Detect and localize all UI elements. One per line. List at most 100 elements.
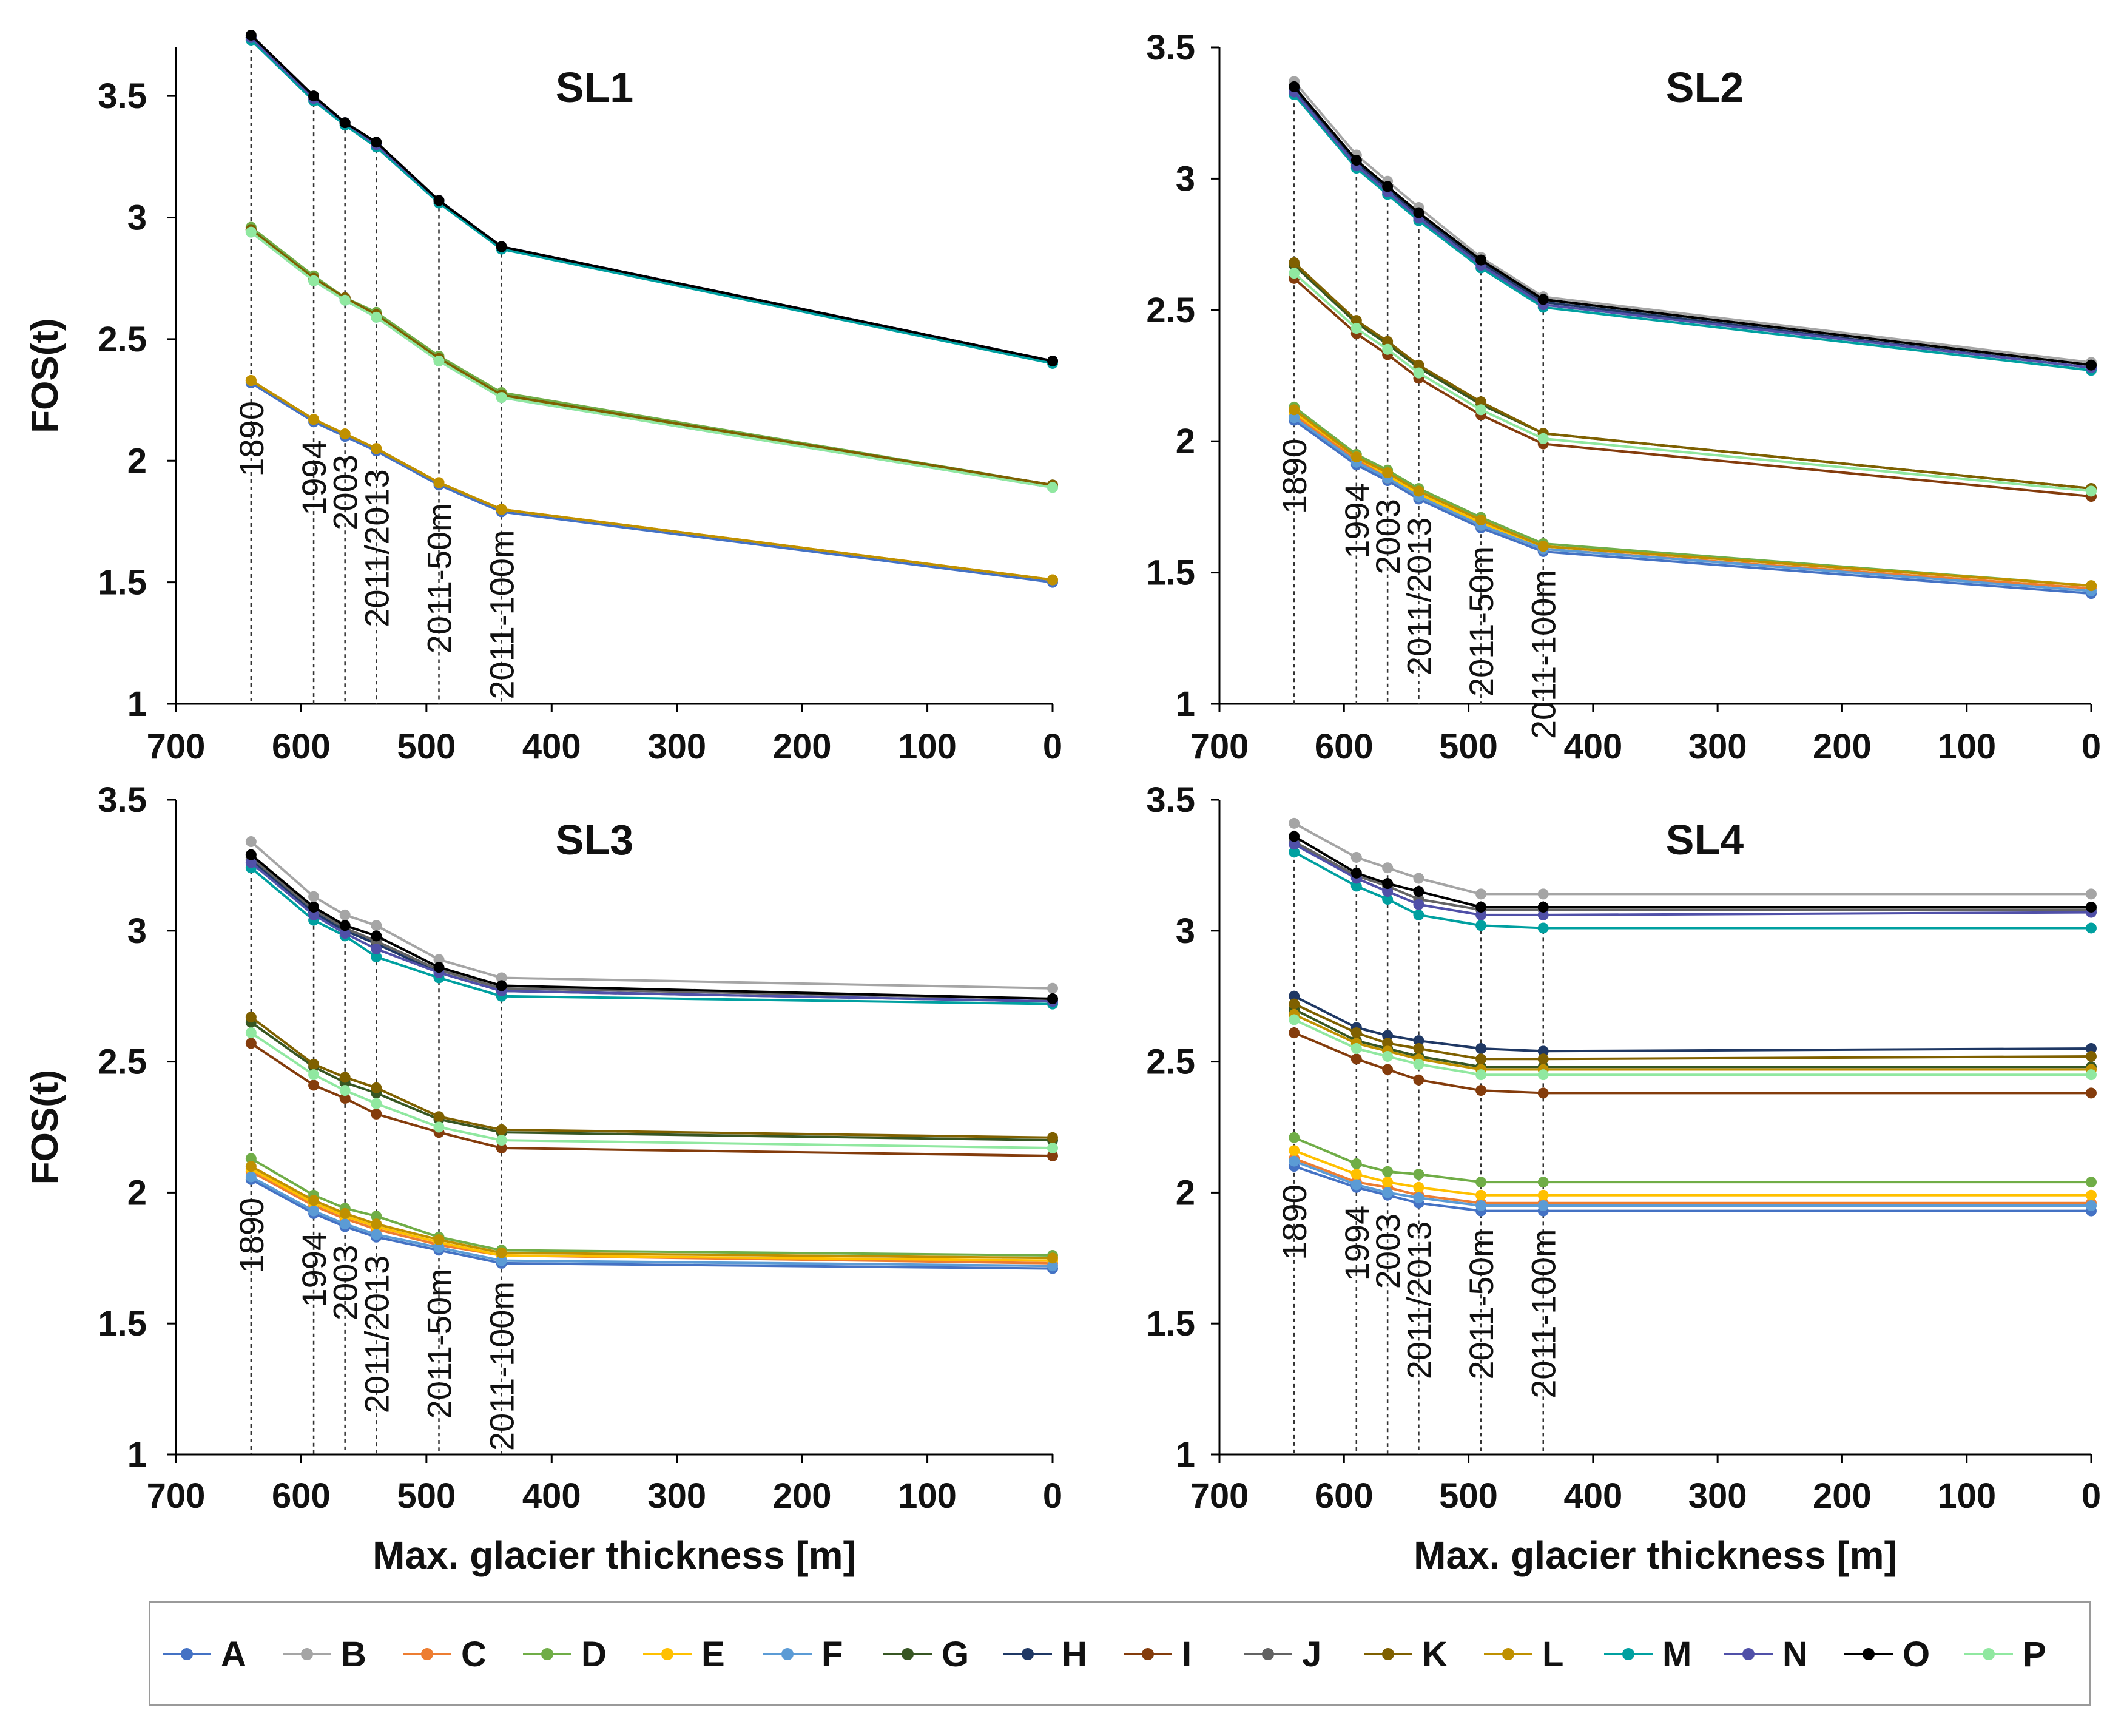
year-label: 2011/2013 <box>357 469 396 627</box>
data-point-L <box>1047 1252 1058 1264</box>
panel-title: SL2 <box>1666 64 1744 111</box>
data-point-O <box>371 930 382 942</box>
data-point-P <box>1382 1050 1394 1062</box>
x-axis-label: Max. glacier thickness [m] <box>373 1533 856 1577</box>
data-point-L <box>308 1195 320 1206</box>
data-point-B <box>1537 888 1549 900</box>
legend-swatch <box>1124 1648 1172 1660</box>
data-point-B <box>245 836 257 848</box>
x-tick-label: 200 <box>773 727 832 766</box>
data-point-N <box>1537 909 1549 920</box>
x-tick-label: 400 <box>522 1476 581 1516</box>
data-point-O <box>1047 993 1058 1005</box>
x-tick-label: 500 <box>1439 1476 1498 1516</box>
legend-label: B <box>341 1634 366 1674</box>
data-point-D <box>245 1153 257 1164</box>
legend-item-N: N <box>1724 1627 1808 1681</box>
data-point-L <box>1382 467 1394 479</box>
y-tick-label: 3 <box>1176 159 1195 198</box>
y-tick-label: 2 <box>1176 422 1195 461</box>
data-point-E <box>1382 1177 1394 1188</box>
data-point-L <box>1289 404 1300 416</box>
data-point-P <box>1350 1043 1362 1055</box>
data-point-B <box>496 972 507 984</box>
data-point-K <box>1413 359 1424 371</box>
series-line-B <box>250 840 1053 990</box>
x-tick-label: 400 <box>522 727 581 766</box>
year-label: 2011/2013 <box>357 1255 396 1414</box>
data-point-F <box>1475 1200 1487 1211</box>
year-label: 1994 <box>1338 1206 1376 1282</box>
data-point-K <box>433 1111 445 1123</box>
legend-swatch <box>643 1648 692 1660</box>
legend-item-G: G <box>883 1627 969 1681</box>
data-point-P <box>1475 1069 1487 1081</box>
data-point-P <box>371 1098 382 1109</box>
data-point-O <box>1537 294 1549 305</box>
data-point-O <box>2086 901 2097 913</box>
x-tick-label: 700 <box>1190 1476 1249 1516</box>
y-tick-label: 1.5 <box>98 563 147 603</box>
data-point-O <box>1382 878 1394 890</box>
data-point-O <box>1382 181 1394 192</box>
legend-swatch <box>1484 1648 1532 1660</box>
data-point-K <box>1382 1038 1394 1049</box>
data-point-F <box>1289 1155 1300 1167</box>
data-point-M <box>1475 920 1487 931</box>
data-point-P <box>245 1027 257 1039</box>
legend-label: L <box>1542 1634 1564 1674</box>
data-point-L <box>245 375 257 387</box>
data-point-M <box>1289 846 1300 858</box>
legend: A B C D E F G H I J K L M N O P <box>149 1601 2091 1706</box>
year-label: 2011-100m <box>483 530 521 699</box>
panel-title: SL3 <box>556 816 633 863</box>
x-tick-label: 100 <box>898 1476 957 1516</box>
data-point-M <box>1350 880 1362 892</box>
data-point-P <box>1350 323 1362 334</box>
data-point-P <box>1413 367 1424 379</box>
panel-title: SL1 <box>556 64 633 111</box>
legend-label: J <box>1302 1634 1322 1674</box>
data-point-N <box>308 909 320 920</box>
x-tick-label: 100 <box>1937 727 1996 766</box>
year-label: 1994 <box>1338 483 1376 559</box>
data-point-L <box>1413 485 1424 497</box>
x-tick-label: 0 <box>2082 727 2101 766</box>
data-point-I <box>1289 1027 1300 1039</box>
data-point-K <box>371 1082 382 1093</box>
year-label: 1890 <box>232 401 271 477</box>
x-tick-label: 0 <box>1043 727 1062 766</box>
legend-item-E: E <box>643 1627 725 1681</box>
data-point-O <box>496 241 507 252</box>
data-point-E <box>1289 1145 1300 1157</box>
data-point-L <box>1047 574 1058 586</box>
data-point-F <box>1537 1200 1549 1211</box>
data-point-P <box>245 226 257 238</box>
data-point-K <box>1475 1053 1487 1065</box>
data-point-N <box>1382 886 1394 897</box>
data-point-N <box>1413 899 1424 910</box>
data-point-K <box>245 1012 257 1023</box>
data-point-E <box>1413 1181 1424 1193</box>
data-point-P <box>1382 343 1394 355</box>
series-line-G <box>250 1021 1053 1142</box>
data-point-O <box>1350 155 1362 166</box>
series-line-I <box>1293 277 2092 498</box>
data-point-H <box>2086 1043 2097 1055</box>
data-point-H <box>1475 1043 1487 1055</box>
x-tick-label: 300 <box>1688 727 1747 766</box>
data-point-B <box>371 920 382 931</box>
data-point-L <box>245 1161 257 1172</box>
data-point-I <box>1350 1053 1362 1065</box>
legend-item-O: O <box>1844 1627 1930 1681</box>
legend-swatch <box>1003 1648 1052 1660</box>
y-tick-label: 3.5 <box>1146 28 1195 67</box>
year-label: 2003 <box>326 1245 365 1321</box>
data-point-K <box>1289 998 1300 1010</box>
panel-4: 1 1.5 2 2.5 3 3.5 700 600 500 400 300 200 100 0 Max. g… <box>1146 780 2101 1577</box>
data-point-O <box>308 901 320 913</box>
data-point-P <box>1047 482 1058 493</box>
y-tick-label: 2.5 <box>1146 291 1195 330</box>
data-point-H <box>1289 990 1300 1002</box>
data-point-I <box>371 1108 382 1120</box>
